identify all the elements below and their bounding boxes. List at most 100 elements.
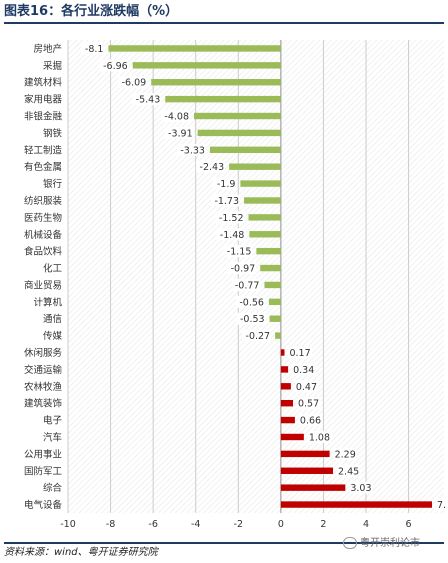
value-label-22: 0.66 — [300, 416, 321, 427]
value-label-bg-17 — [242, 329, 272, 342]
value-label-26: 3.03 — [350, 483, 371, 494]
x-tick-5: 0 — [278, 519, 284, 530]
value-label-16: -0.53 — [240, 314, 265, 325]
value-label-25: 2.45 — [338, 466, 359, 477]
value-label-bg-16 — [236, 312, 266, 325]
value-label-17: -0.27 — [246, 331, 271, 342]
value-label-bg-24 — [333, 447, 358, 460]
bar-6 — [209, 146, 281, 154]
value-label-bg-7 — [196, 160, 226, 173]
bar-16 — [269, 315, 281, 322]
value-label-bg-15 — [235, 295, 265, 308]
bar-8 — [240, 180, 281, 187]
bar-27 — [280, 501, 432, 508]
bar-chart: 房地产采掘建筑材料家用电器非银金融钢铁轻工制造有色金属银行纺织服装医药生物机械设… — [24, 40, 448, 530]
value-label-15: -0.56 — [239, 297, 264, 308]
value-label-bg-19 — [292, 363, 316, 376]
value-label-bg-5 — [164, 126, 194, 139]
value-label-bg-18 — [288, 346, 313, 359]
value-label-bg-2 — [118, 76, 148, 89]
value-label-0: -8.1 — [85, 44, 104, 55]
x-tick-7: 4 — [363, 519, 369, 530]
bar-17 — [275, 332, 281, 339]
value-label-4: -4.08 — [164, 112, 189, 123]
category-label-16: 通信 — [43, 313, 62, 325]
category-label-21: 建筑装饰 — [24, 398, 62, 410]
bar-15 — [268, 298, 281, 306]
value-label-bg-9 — [211, 194, 241, 207]
category-label-27: 电气设备 — [24, 499, 63, 511]
value-label-bg-22 — [298, 414, 323, 427]
source-note: 资料来源：wind、粤开证券研究院 — [4, 542, 444, 562]
value-label-bg-27 — [436, 498, 448, 511]
category-label-14: 商业贸易 — [24, 279, 62, 291]
value-label-11: -1.48 — [220, 230, 245, 241]
plot-area — [68, 40, 444, 513]
bar-7 — [229, 163, 281, 170]
category-label-10: 医药生物 — [24, 212, 63, 224]
value-label-1: -6.96 — [103, 61, 128, 72]
category-label-19: 交通运输 — [24, 364, 63, 376]
value-label-7: -2.43 — [200, 162, 225, 173]
value-label-23: 1.08 — [309, 432, 330, 443]
value-label-14: -0.77 — [235, 280, 260, 291]
bar-22 — [280, 416, 295, 424]
category-label-20: 农林牧渔 — [24, 381, 63, 393]
category-label-22: 电子 — [43, 415, 63, 427]
watermark: 粤开崇利论市 — [343, 537, 420, 551]
value-label-bg-12 — [223, 245, 253, 258]
bar-23 — [280, 433, 304, 441]
value-label-bg-14 — [231, 278, 261, 291]
bar-3 — [165, 95, 281, 103]
bar-20 — [280, 383, 291, 390]
category-label-23: 汽车 — [43, 431, 62, 443]
value-label-24: 2.29 — [335, 449, 356, 460]
bar-4 — [194, 112, 281, 120]
category-label-18: 休闲服务 — [24, 347, 63, 359]
x-tick-1: -8 — [106, 519, 115, 530]
category-label-7: 有色金属 — [24, 161, 62, 173]
bar-24 — [280, 450, 330, 458]
category-label-11: 机械设备 — [24, 229, 63, 241]
value-label-bg-26 — [349, 481, 373, 494]
x-tick-4: -2 — [234, 519, 243, 530]
category-label-15: 计算机 — [33, 296, 62, 308]
bar-19 — [280, 366, 289, 373]
value-label-27: 7. — [437, 500, 446, 511]
value-label-2: -6.09 — [122, 78, 147, 89]
x-tick-6: 2 — [320, 519, 326, 530]
bars — [108, 45, 432, 508]
value-label-bg-3 — [132, 93, 162, 106]
value-label-bg-0 — [80, 42, 105, 55]
value-label-18: 0.17 — [289, 348, 310, 359]
category-label-8: 银行 — [43, 178, 63, 190]
category-label-17: 传媒 — [43, 330, 63, 342]
value-label-bg-4 — [161, 110, 191, 123]
category-labels: 房地产采掘建筑材料家用电器非银金融钢铁轻工制造有色金属银行纺织服装医药生物机械设… — [24, 43, 63, 511]
bar-26 — [280, 484, 346, 491]
value-label-bg-6 — [176, 143, 206, 156]
value-label-13: -0.97 — [231, 264, 256, 275]
bar-14 — [264, 281, 281, 289]
value-label-5: -3.91 — [168, 128, 193, 139]
value-label-bg-8 — [212, 177, 237, 190]
bar-13 — [260, 264, 281, 272]
value-label-6: -3.33 — [180, 145, 205, 156]
bar-21 — [280, 399, 293, 407]
value-label-10: -1.52 — [219, 213, 244, 224]
value-label-bg-13 — [227, 262, 257, 275]
value-label-bg-10 — [215, 211, 245, 224]
category-label-26: 综合 — [43, 482, 63, 494]
x-tick-8: 6 — [406, 519, 412, 530]
x-tick-2: -6 — [148, 519, 157, 530]
value-label-bg-23 — [307, 430, 332, 443]
value-label-9: -1.73 — [214, 196, 239, 207]
category-label-1: 采掘 — [43, 60, 62, 72]
bar-12 — [256, 247, 281, 255]
value-label-bg-11 — [216, 228, 246, 241]
value-label-20: 0.47 — [296, 382, 317, 393]
value-label-bg-25 — [337, 464, 361, 477]
value-label-3: -5.43 — [136, 95, 161, 106]
category-label-25: 国防军工 — [24, 465, 63, 477]
value-label-19: 0.34 — [293, 365, 314, 376]
